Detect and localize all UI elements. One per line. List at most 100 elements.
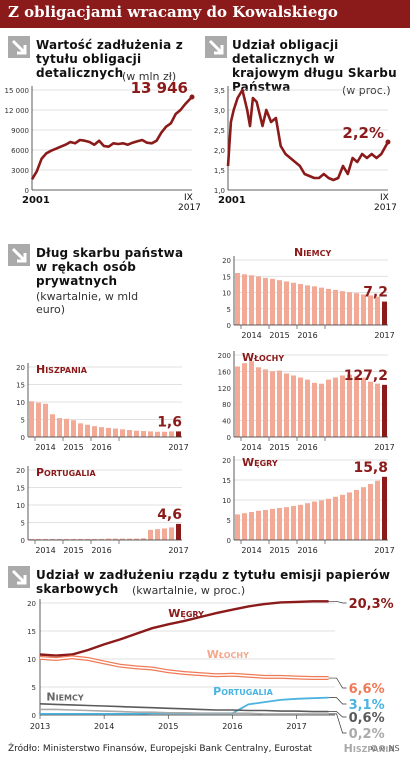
hiszpania-bar <box>120 429 125 437</box>
węgry-ytick-label: 0 <box>227 537 231 545</box>
węgry-bar <box>361 487 366 540</box>
włochy-bar <box>326 379 331 437</box>
niemcy-bar <box>305 285 310 325</box>
włochy-bar <box>291 375 296 437</box>
niemcy-bar <box>284 281 289 325</box>
hiszpania-xtick-label: 2014 <box>35 443 55 452</box>
portugalia-bar <box>78 538 83 540</box>
włochy-bar <box>270 371 275 437</box>
multi-xtick-label: 2017 <box>286 722 306 731</box>
portugalia-bar <box>169 527 174 540</box>
panel1-unit: (w mln zł) <box>122 70 177 83</box>
hiszpania-bar <box>99 427 104 437</box>
niemcy-bar <box>298 284 303 325</box>
niemcy-bar <box>249 275 254 325</box>
włochy-xtick-label: 2015 <box>269 443 289 452</box>
hiszpania-ytick-label: 10 <box>16 399 25 407</box>
hiszpania-bar <box>169 431 174 437</box>
udzial-ytick-label: 1,5 <box>214 167 225 175</box>
portugalia-bar <box>50 538 55 540</box>
multi-series-name: Niemcy <box>46 690 83 703</box>
włochy-country-name: Włochy <box>242 351 284 364</box>
udzial-ytick-label: 2,0 <box>214 147 225 155</box>
portugalia-ytick-label: 20 <box>16 467 25 475</box>
multi-ytick-label: 15 <box>27 628 36 636</box>
multi-series-name: Węgry <box>168 607 204 620</box>
węgry-xtick-label: 2017 <box>374 546 394 555</box>
niemcy-bar <box>333 289 338 325</box>
source-note: Źródło: Ministerstwo Finansów, Europejsk… <box>8 744 313 754</box>
portugalia-bar <box>64 538 69 540</box>
włochy-bar <box>382 384 387 437</box>
węgry-bar <box>347 492 352 540</box>
włochy-bar <box>312 382 317 437</box>
węgry-xtick-label: 2015 <box>269 546 289 555</box>
hiszpania-bar <box>134 430 139 437</box>
udzial-ytick-label: 3,0 <box>214 107 225 115</box>
węgry-bar <box>354 490 359 540</box>
portugalia-country-name: Portugalia <box>36 466 96 479</box>
węgry-ytick-label: 15 <box>222 477 231 485</box>
udzial-value-label: 2,2% <box>342 124 384 142</box>
wartosc-xtick-label: IX <box>184 193 193 203</box>
multi-ytick-label: 5 <box>32 684 36 692</box>
wartosc-ytick-label: 15 000 <box>5 87 30 95</box>
hiszpania-bar <box>64 418 69 437</box>
multi-value-label: 20,3% <box>349 597 394 612</box>
hiszpania-bar <box>43 403 48 437</box>
udzial-ytick-label: 2,5 <box>214 127 225 135</box>
panel1-title: Wartość zadłużenia z tytułu obligacji de… <box>36 38 183 80</box>
niemcy-value-label: 7,2 <box>363 285 388 301</box>
węgry-bar <box>284 507 289 540</box>
hiszpania-bar <box>29 401 34 437</box>
węgry-bar <box>368 484 373 540</box>
hiszpania-bar <box>141 431 146 437</box>
włochy-bar <box>305 379 310 437</box>
panel3-title: Dług skarbu państwa w rękach osób prywat… <box>36 246 184 288</box>
multi-xtick-label: 2016 <box>222 722 242 731</box>
włochy-bar <box>277 370 282 437</box>
hiszpania-xtick-label: 2017 <box>168 443 188 452</box>
hiszpania-ytick-label: 5 <box>21 417 25 425</box>
niemcy-bar <box>270 278 275 325</box>
niemcy-bar <box>291 282 296 325</box>
hiszpania-bar <box>36 402 41 437</box>
włochy-ytick-label: 0 <box>227 434 231 442</box>
niemcy-bar <box>382 301 387 325</box>
hiszpania-country-name: Hiszpania <box>36 363 88 376</box>
niemcy-ytick-label: 20 <box>222 257 231 265</box>
portugalia-bar <box>162 528 167 540</box>
udzial-ytick-label: 3,5 <box>214 87 225 95</box>
multi-xtick-label: 2015 <box>158 722 178 731</box>
multi-ytick-label: 0 <box>32 712 36 720</box>
węgry-bar <box>382 476 387 540</box>
włochy-ytick-label: 80 <box>222 401 231 409</box>
udzial-xtick-label: 2017 <box>374 203 397 213</box>
hiszpania-bar <box>162 431 167 437</box>
węgry-ytick-label: 5 <box>227 517 231 525</box>
hiszpania-bar <box>92 426 97 437</box>
włochy-bar <box>284 373 289 437</box>
wartosc-ytick-label: 9000 <box>11 127 29 135</box>
hiszpania-bar <box>127 430 132 437</box>
portugalia-value-label: 4,6 <box>157 507 182 523</box>
multi-series-name: Hiszpania <box>344 742 396 755</box>
portugalia-bar <box>57 538 62 540</box>
multi-leader-line <box>328 677 347 689</box>
włochy-ytick-label: 120 <box>218 385 231 393</box>
portugalia-bar <box>85 538 90 540</box>
wartosc-endpoint <box>189 94 195 100</box>
hiszpania-bar <box>71 420 76 437</box>
logo: ©℗ NS <box>370 744 400 753</box>
portugalia-ytick-label: 10 <box>16 502 25 510</box>
portugalia-bar <box>176 523 181 540</box>
węgry-bar <box>333 496 338 540</box>
multi-series-name: Portugalia <box>213 685 273 698</box>
page-title: Z obligacjami wracamy do Kowalskiego <box>8 3 338 21</box>
włochy-bar <box>375 383 380 437</box>
wartosc-ytick-label: 0 <box>25 187 29 195</box>
multi-ytick-label: 20 <box>27 600 36 608</box>
włochy-xtick-label: 2017 <box>374 443 394 452</box>
portugalia-bar <box>155 529 160 540</box>
